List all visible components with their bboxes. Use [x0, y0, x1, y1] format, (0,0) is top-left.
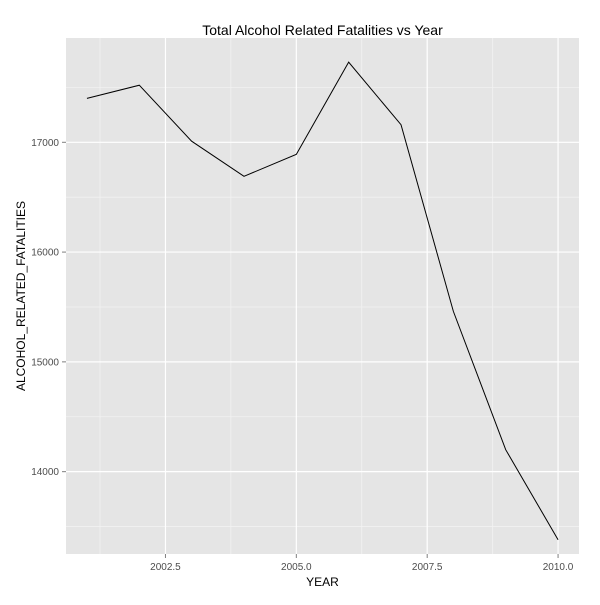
x-tick-label: 2010.0: [543, 562, 574, 573]
minor-gridlines: [66, 38, 579, 554]
major-gridlines: [66, 38, 579, 554]
plot-panel: [66, 38, 579, 554]
y-axis-title: ALCOHOL_RELATED_FATALITIES: [14, 201, 28, 391]
x-tick-label: 2005.0: [281, 562, 312, 573]
x-axis-ticks: 2002.5 2005.0 2007.5 2010.0: [150, 554, 574, 573]
y-tick-label: 16000: [31, 248, 59, 259]
x-axis-title: YEAR: [306, 575, 339, 589]
x-tick-label: 2002.5: [150, 562, 181, 573]
y-tick-label: 14000: [31, 467, 59, 478]
x-tick-label: 2007.5: [412, 562, 443, 573]
y-tick-label: 15000: [31, 357, 59, 368]
y-axis-ticks: 14000 15000 16000 17000: [31, 138, 66, 478]
chart-title: Total Alcohol Related Fatalities vs Year: [202, 22, 443, 38]
y-tick-label: 17000: [31, 138, 59, 149]
series-line: [86, 61, 559, 540]
